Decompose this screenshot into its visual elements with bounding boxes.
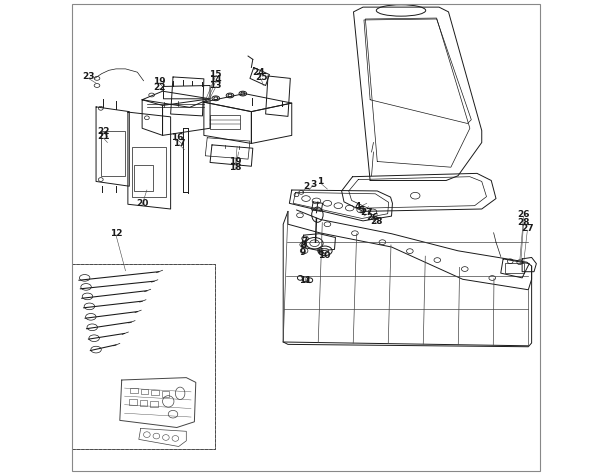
Text: 6: 6: [317, 248, 323, 257]
Text: 4: 4: [354, 202, 360, 211]
Bar: [141, 389, 148, 394]
Text: 7: 7: [302, 237, 308, 246]
Text: 22: 22: [154, 83, 166, 92]
Bar: [150, 401, 158, 407]
Bar: [132, 147, 166, 197]
Text: 27: 27: [521, 225, 534, 233]
Text: 10: 10: [318, 251, 330, 260]
Bar: [72, 264, 215, 449]
Text: 11: 11: [299, 276, 312, 285]
Bar: [130, 388, 138, 393]
Text: 2: 2: [303, 182, 309, 191]
Bar: [209, 115, 241, 129]
Text: 19: 19: [230, 157, 242, 166]
Text: 15: 15: [209, 70, 222, 78]
Bar: [162, 391, 169, 397]
Text: 26: 26: [366, 213, 379, 222]
Text: 20: 20: [136, 199, 148, 208]
Bar: [72, 264, 215, 449]
Text: 1: 1: [317, 177, 323, 186]
Text: 28: 28: [370, 218, 382, 226]
Bar: [504, 263, 523, 273]
Text: 5: 5: [358, 206, 364, 215]
Text: 19: 19: [154, 77, 166, 86]
Text: 25: 25: [255, 74, 267, 82]
Text: 26: 26: [517, 210, 530, 219]
Text: 24: 24: [252, 68, 265, 76]
Text: 18: 18: [230, 163, 242, 171]
Bar: [151, 390, 159, 395]
Text: 16: 16: [171, 133, 183, 142]
Bar: [101, 131, 125, 176]
Text: 12: 12: [110, 229, 122, 238]
Text: 27: 27: [360, 209, 373, 217]
Text: 14: 14: [209, 76, 222, 84]
Bar: [134, 165, 153, 191]
Text: 13: 13: [209, 81, 222, 90]
Text: 21: 21: [97, 133, 110, 141]
Bar: [140, 400, 147, 406]
Text: 23: 23: [82, 73, 95, 81]
Text: 3: 3: [310, 180, 316, 189]
Text: 22: 22: [97, 127, 110, 135]
Text: 28: 28: [517, 218, 530, 227]
Text: 17: 17: [173, 139, 186, 148]
Bar: [129, 399, 137, 405]
Text: 8: 8: [300, 241, 306, 250]
Text: 9: 9: [299, 248, 305, 257]
